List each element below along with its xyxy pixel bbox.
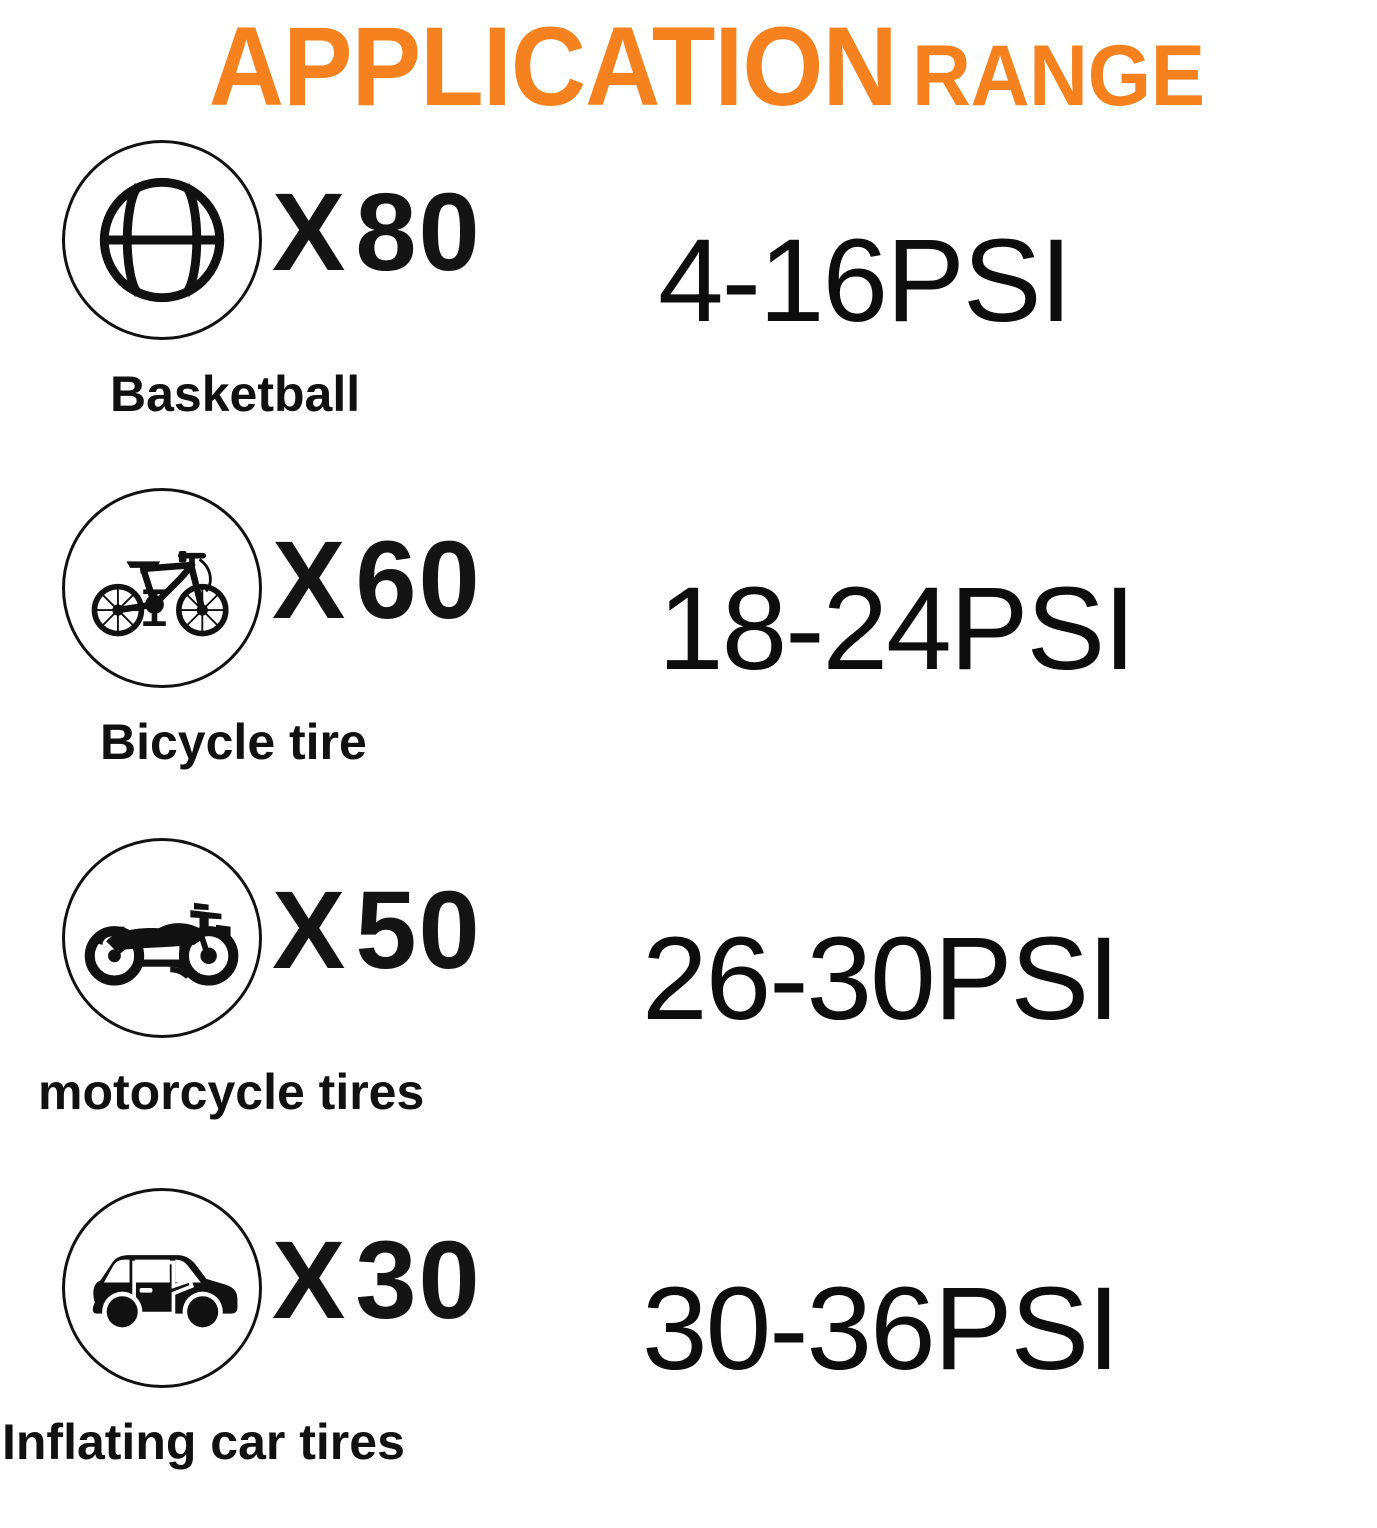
multiplier-number: 60 [355, 519, 482, 642]
application-row: X80 Basketball 4-16PSI [0, 130, 1377, 480]
psi-range: 30-36PSI [642, 1263, 1120, 1395]
multiplier-value: X50 [272, 876, 482, 986]
application-row: X30 Inflating car tires 30-36PSI [0, 1178, 1377, 1528]
icon-badge [62, 140, 262, 340]
multiplier-prefix: X [272, 1219, 356, 1342]
row-caption: Basketball [110, 366, 361, 422]
multiplier-number: 50 [355, 869, 482, 992]
page-title: APPLICATION RANGE [0, 0, 1377, 129]
psi-range: 26-30PSI [642, 913, 1120, 1045]
page-title-main: APPLICATION [208, 3, 897, 129]
car-icon [82, 1244, 242, 1332]
row-left-group: X80 Basketball [0, 130, 620, 480]
multiplier-number: 80 [355, 171, 482, 294]
row-caption: Inflating car tires [2, 1414, 405, 1470]
row-left-group: X60 Bicycle tire [0, 478, 620, 828]
icon-badge [62, 488, 262, 688]
multiplier-value: X60 [272, 526, 482, 636]
psi-range: 18-24PSI [658, 563, 1136, 695]
application-row: X60 Bicycle tire 18-24PSI [0, 478, 1377, 828]
multiplier-number: 30 [355, 1219, 482, 1342]
application-row: X50 motorcycle tires 26-30PSI [0, 828, 1377, 1178]
row-left-group: X50 motorcycle tires [0, 828, 620, 1178]
bicycle-icon [87, 536, 237, 641]
multiplier-value: X80 [272, 178, 482, 288]
multiplier-prefix: X [272, 171, 356, 294]
psi-range: 4-16PSI [658, 215, 1072, 347]
multiplier-value: X30 [272, 1226, 482, 1336]
row-caption: motorcycle tires [38, 1064, 425, 1120]
icon-badge [62, 838, 262, 1038]
row-left-group: X30 Inflating car tires [0, 1178, 620, 1528]
multiplier-prefix: X [272, 869, 356, 992]
motorcycle-icon [84, 890, 240, 986]
page-title-sub: RANGE [912, 27, 1206, 124]
row-caption: Bicycle tire [100, 714, 367, 770]
icon-badge [62, 1188, 262, 1388]
multiplier-prefix: X [272, 519, 356, 642]
basketball-icon [88, 166, 236, 314]
